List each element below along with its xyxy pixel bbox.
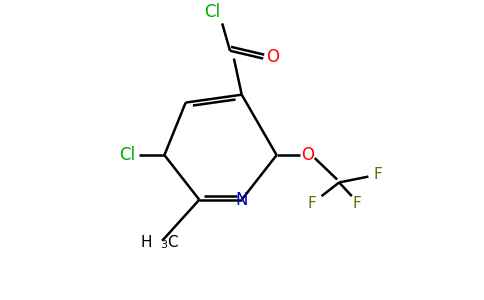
Text: N: N <box>236 191 248 209</box>
Text: Cl: Cl <box>204 3 221 21</box>
Text: F: F <box>307 196 316 211</box>
Text: 3: 3 <box>160 240 167 250</box>
Text: O: O <box>302 146 315 164</box>
Text: F: F <box>352 196 361 211</box>
Text: H: H <box>141 235 152 250</box>
Text: O: O <box>267 48 279 66</box>
Text: C: C <box>167 235 178 250</box>
Text: Cl: Cl <box>119 146 136 164</box>
Text: F: F <box>374 167 382 182</box>
